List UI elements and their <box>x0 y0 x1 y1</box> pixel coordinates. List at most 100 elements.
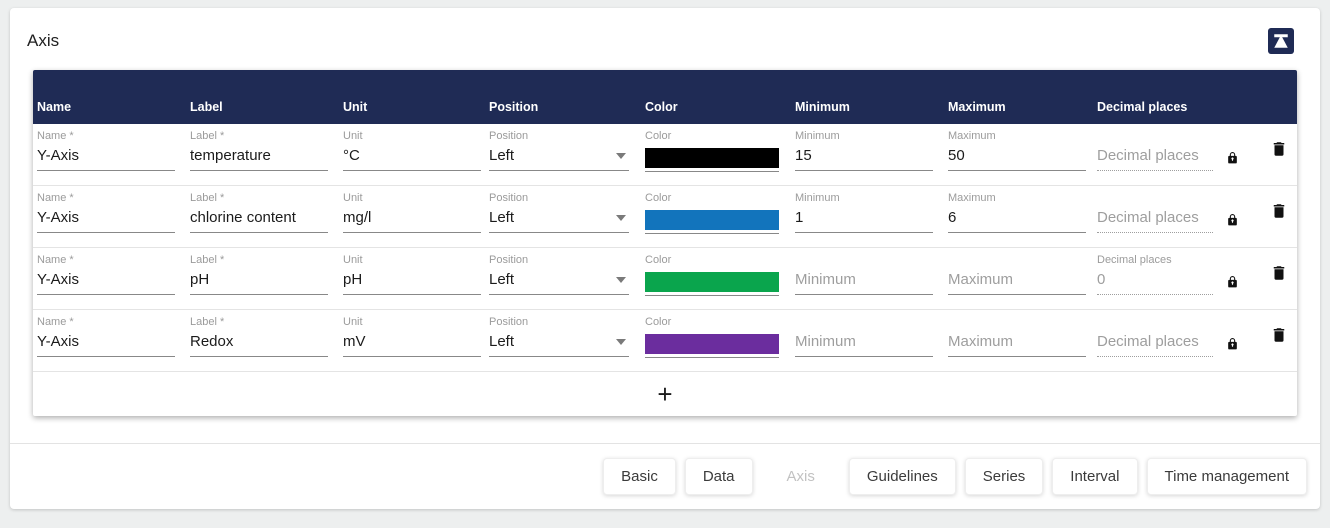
tab-axis: Axis <box>769 458 833 495</box>
lock-icon[interactable] <box>1226 150 1239 166</box>
chart-preview-button[interactable] <box>1268 28 1294 54</box>
lock-icon[interactable] <box>1226 212 1239 228</box>
label-cell: Label * <box>190 130 343 171</box>
delete-cell <box>1265 192 1293 221</box>
name-input[interactable] <box>37 206 175 233</box>
tab-basic[interactable]: Basic <box>603 458 676 495</box>
unit-input[interactable] <box>343 144 481 171</box>
tab-time-management[interactable]: Time management <box>1146 458 1307 495</box>
decimal-places-cell <box>1097 192 1265 233</box>
position-cell: Position Left <box>489 316 645 357</box>
position-value: Left <box>489 147 515 164</box>
unit-cell: Unit <box>343 254 489 295</box>
field-label: Unit <box>343 316 363 328</box>
tab-guidelines[interactable]: Guidelines <box>848 458 956 495</box>
delete-cell <box>1265 254 1293 283</box>
table-header-row: Name Label Unit Position Color Minimum M… <box>33 70 1297 124</box>
color-picker[interactable] <box>645 334 779 358</box>
column-header-unit: Unit <box>343 100 368 114</box>
tab-data[interactable]: Data <box>684 458 753 495</box>
field-label: Color <box>645 254 672 266</box>
tab-interval[interactable]: Interval <box>1052 458 1138 495</box>
axis-panel: Axis Name Label Unit Position Color Mini… <box>10 8 1320 509</box>
field-label <box>1097 316 1265 330</box>
field-label: Color <box>645 192 672 204</box>
field-label <box>795 254 948 268</box>
column-header-color: Color <box>645 100 678 114</box>
position-value: Left <box>489 333 515 350</box>
field-label <box>948 254 1097 268</box>
unit-cell: Unit <box>343 130 489 171</box>
maximum-input[interactable] <box>948 268 1086 295</box>
minimum-input[interactable] <box>795 268 933 295</box>
color-picker[interactable] <box>645 148 779 172</box>
position-select[interactable]: Left <box>489 144 629 171</box>
color-swatch <box>645 272 779 292</box>
maximum-cell: Maximum <box>948 192 1097 233</box>
color-cell: Color <box>645 130 795 172</box>
lock-icon[interactable] <box>1226 336 1239 352</box>
name-cell: Name * <box>37 192 190 233</box>
maximum-input[interactable] <box>948 144 1086 171</box>
label-cell: Label * <box>190 316 343 357</box>
unit-input[interactable] <box>343 268 481 295</box>
field-label: Maximum <box>948 192 996 204</box>
decimal-places-input <box>1097 206 1213 233</box>
label-input[interactable] <box>190 206 328 233</box>
label-input[interactable] <box>190 330 328 357</box>
unit-input[interactable] <box>343 330 481 357</box>
trash-icon[interactable] <box>1270 201 1288 221</box>
color-cell: Color <box>645 316 795 358</box>
column-header-position: Position <box>489 100 539 114</box>
lock-icon[interactable] <box>1226 274 1239 290</box>
trash-icon[interactable] <box>1270 325 1288 345</box>
decimal-places-cell <box>1097 316 1265 357</box>
minimum-input[interactable] <box>795 144 933 171</box>
field-label: Label * <box>190 130 225 142</box>
maximum-input[interactable] <box>948 330 1086 357</box>
name-input[interactable] <box>37 144 175 171</box>
color-picker[interactable] <box>645 272 779 296</box>
minimum-cell: Minimum <box>795 192 948 233</box>
chevron-down-icon <box>616 214 626 221</box>
position-select[interactable]: Left <box>489 268 629 295</box>
decimal-places-cell: Decimal places <box>1097 254 1265 295</box>
label-input[interactable] <box>190 144 328 171</box>
field-label: Minimum <box>795 130 840 142</box>
unit-input[interactable] <box>343 206 481 233</box>
color-picker[interactable] <box>645 210 779 234</box>
trash-icon[interactable] <box>1270 263 1288 283</box>
name-cell: Name * <box>37 316 190 357</box>
minimum-cell <box>795 316 948 357</box>
decimal-places-input <box>1097 330 1213 357</box>
position-select[interactable]: Left <box>489 206 629 233</box>
minimum-input[interactable] <box>795 330 933 357</box>
table-row: Name * Label * Unit Position Left Color <box>33 310 1297 372</box>
field-label: Position <box>489 192 529 204</box>
position-value: Left <box>489 271 515 288</box>
trash-icon[interactable] <box>1270 139 1288 159</box>
name-input[interactable] <box>37 268 175 295</box>
field-label: Position <box>489 130 529 142</box>
chart-image-icon <box>1272 32 1290 50</box>
decimal-places-cell <box>1097 130 1265 171</box>
label-input[interactable] <box>190 268 328 295</box>
name-input[interactable] <box>37 330 175 357</box>
field-label: Decimal places <box>1097 254 1172 266</box>
maximum-input[interactable] <box>948 206 1086 233</box>
field-label: Name * <box>37 130 74 142</box>
field-label: Label * <box>190 316 225 328</box>
tab-series[interactable]: Series <box>964 458 1044 495</box>
axis-table: Name Label Unit Position Color Minimum M… <box>33 70 1297 416</box>
position-cell: Position Left <box>489 130 645 171</box>
maximum-cell: Maximum <box>948 130 1097 171</box>
footer-tab-bar: Basic Data Axis Guidelines Series Interv… <box>10 443 1320 509</box>
minimum-input[interactable] <box>795 206 933 233</box>
field-label: Name * <box>37 192 74 204</box>
field-label <box>1097 192 1265 206</box>
add-axis-button[interactable]: + <box>657 379 673 409</box>
position-select[interactable]: Left <box>489 330 629 357</box>
page-title: Axis <box>27 31 60 50</box>
field-label: Label * <box>190 192 225 204</box>
position-value: Left <box>489 209 515 226</box>
